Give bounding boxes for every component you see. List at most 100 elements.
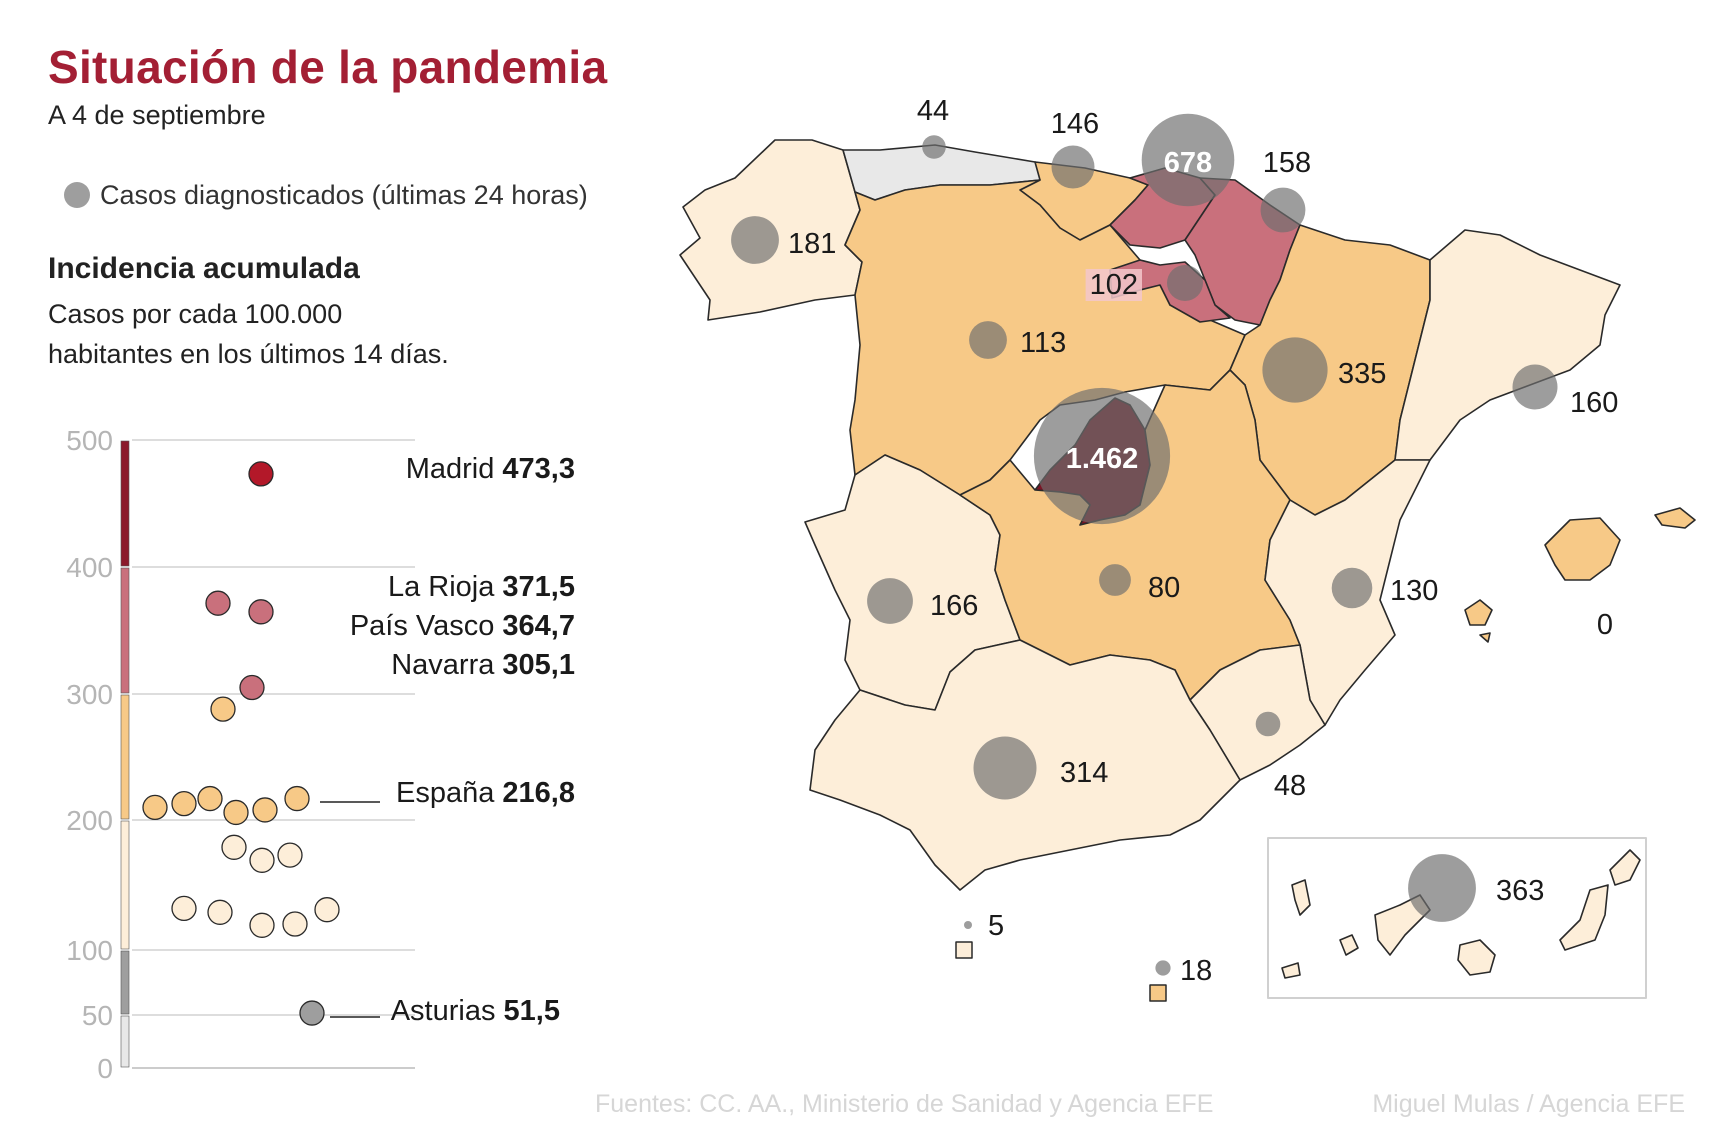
scatter-color-bands — [120, 440, 130, 1068]
color-band — [120, 694, 130, 820]
bubble-label: 5 — [988, 910, 1004, 942]
bubble-melilla — [1155, 960, 1171, 976]
la-rioja-label-bg — [1085, 269, 1142, 301]
scatter-point — [282, 911, 308, 937]
scatter-point — [252, 797, 278, 823]
region-menorca — [1654, 507, 1696, 529]
incidence-title: Incidencia acumulada — [48, 252, 360, 285]
bubble-label: 314 — [1060, 757, 1108, 789]
scatter-label-value: 371,5 — [502, 571, 575, 603]
scatter-label: País Vasco 364,7 — [350, 610, 575, 642]
page-subtitle: A 4 de septiembre — [48, 100, 266, 130]
footer-sources: Fuentes: CC. AA., Ministerio de Sanidad … — [595, 1090, 1214, 1118]
bubble-label: 1.462 — [1066, 443, 1139, 475]
map-bubble-labels: 44 146 678 158 181 102 113 335 160 1.462 80 166 130 0… — [788, 95, 1618, 987]
bubble-madrid — [1033, 387, 1171, 525]
region-canarias-el-hierro — [1281, 962, 1301, 979]
bubble-extremadura — [867, 578, 913, 624]
scatter-label-name: Asturias — [391, 995, 504, 1027]
scatter-point — [249, 847, 275, 873]
bubble-asturias — [922, 135, 946, 159]
region-canarias-lanzarote — [1609, 849, 1641, 886]
scatter-label-value: 364,7 — [502, 610, 575, 642]
bubble-canarias — [1408, 854, 1476, 922]
bubble-label: 102 — [1090, 269, 1138, 301]
bubble-ceuta — [964, 921, 972, 929]
scatter-point — [277, 842, 303, 868]
region-canarias-gran-canaria — [1457, 939, 1496, 976]
bubble-cantabria — [1051, 145, 1095, 189]
scatter-label: La Rioja 371,5 — [388, 571, 575, 603]
scatter-points — [142, 461, 340, 1026]
bubble-galicia — [731, 216, 779, 264]
y-tick-label: 300 — [66, 679, 113, 710]
y-tick-label: 100 — [66, 935, 113, 966]
region-canarias-la-palma — [1291, 879, 1311, 916]
bubble-navarra — [1260, 187, 1306, 233]
scatter-point — [299, 1000, 325, 1026]
scatter-point — [207, 899, 233, 925]
scatter-label-value: 216,8 — [502, 777, 575, 809]
bubble-label: 0 — [1597, 609, 1613, 641]
bubble-label: 18 — [1180, 955, 1212, 987]
scatter-point — [210, 696, 236, 722]
bubble-la-rioja — [1167, 265, 1203, 301]
cases-legend-label: Casos diagnosticados (últimas 24 horas) — [100, 180, 588, 210]
bubble-label: 160 — [1570, 387, 1618, 419]
scatter-point — [142, 794, 168, 821]
bubble-label: 44 — [917, 95, 949, 127]
region-ibiza — [1464, 599, 1493, 626]
color-band — [120, 440, 130, 567]
map-bubbles — [731, 113, 1558, 976]
color-band — [120, 950, 130, 1015]
bubble-label: 181 — [788, 228, 836, 260]
legend-bubble-icon — [64, 182, 90, 208]
footer-author: Miguel Mulas / Agencia EFE — [1372, 1090, 1685, 1118]
incidence-description: Casos por cada 100.000 habitantes en los… — [48, 294, 508, 374]
region-mallorca — [1544, 517, 1621, 581]
bubble-label: 146 — [1051, 108, 1099, 140]
bubble-castilla-la-mancha — [1099, 564, 1131, 596]
page-title: Situación de la pandemia — [48, 41, 608, 93]
region-canarias-la-gomera — [1339, 934, 1359, 956]
bubble-arag-n — [1262, 337, 1328, 403]
bubble-label: 130 — [1390, 575, 1438, 607]
scatter-point — [284, 785, 310, 812]
scatter-point — [171, 790, 197, 817]
y-tick-label: 200 — [66, 805, 113, 836]
incidence-description-line2: habitantes en los últimos 14 días. — [48, 339, 449, 369]
region-ceuta — [955, 941, 973, 959]
bubble-label: 80 — [1148, 572, 1180, 604]
scatter-label: España 216,8 — [396, 777, 575, 809]
y-tick-label: 0 — [97, 1053, 113, 1084]
scatter-label-value: 51,5 — [504, 995, 560, 1027]
region-canarias-fuerteventura — [1559, 884, 1609, 951]
scatter-label-value: 305,1 — [502, 649, 575, 681]
scatter-label-name: País Vasco — [350, 610, 503, 642]
bubble-c-valenciana — [1331, 567, 1373, 609]
y-tick-label: 400 — [66, 552, 113, 583]
cases-legend: Casos diagnosticados (últimas 24 horas) — [64, 180, 588, 211]
scatter-label-name: Madrid — [406, 453, 503, 485]
scatter-point — [239, 674, 265, 701]
y-tick-label: 500 — [66, 425, 113, 456]
scatter-point — [248, 599, 274, 625]
scatter-label-name: España — [396, 777, 502, 809]
bubble-label: 113 — [1020, 327, 1066, 359]
scatter-label-name: La Rioja — [388, 571, 502, 603]
region-melilla — [1149, 984, 1167, 1002]
bubble-label: 363 — [1496, 875, 1544, 907]
scatter-point — [314, 897, 340, 923]
scatter-gridlines — [132, 439, 415, 1069]
bubble-pa-s-vasco — [1141, 113, 1235, 207]
scatter-point — [171, 895, 197, 922]
scatter-point — [248, 461, 274, 487]
bubble-label: 48 — [1274, 770, 1306, 802]
color-band — [120, 567, 130, 694]
bubble-catalu-a — [1512, 364, 1558, 410]
bubble-label: 335 — [1338, 358, 1386, 390]
canarias-inset-frame — [1267, 837, 1647, 999]
